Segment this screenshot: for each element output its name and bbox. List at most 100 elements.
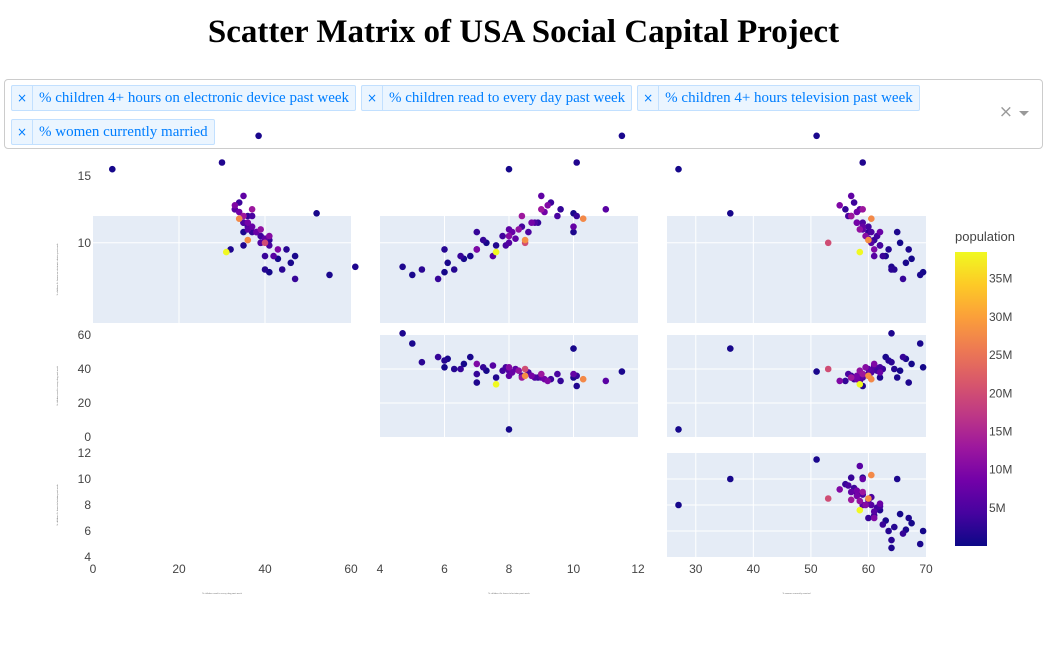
scatter-panel	[667, 132, 927, 323]
data-point	[836, 486, 843, 493]
colorbar	[955, 252, 987, 546]
data-point	[441, 246, 448, 253]
y-tick-label: 10	[78, 236, 92, 250]
data-point	[813, 368, 820, 375]
colorbar-tick-label: 5M	[989, 501, 1006, 515]
data-point	[538, 206, 545, 213]
data-point	[554, 212, 561, 220]
data-point	[908, 360, 915, 368]
data-point	[434, 275, 442, 283]
data-point	[278, 266, 286, 273]
data-point	[399, 330, 406, 337]
y-tick-label: 8	[84, 498, 91, 512]
data-point	[409, 271, 416, 279]
data-point	[899, 530, 907, 537]
data-point	[218, 159, 226, 166]
y-tick-label: 12	[78, 446, 92, 460]
data-point	[876, 500, 884, 508]
x-axis-title: % women currently married	[783, 592, 812, 595]
y-axis-title: % children 4+ hours television past week	[56, 483, 59, 525]
data-point	[836, 202, 843, 209]
tag-read-to-every-day: × % children read to every day past week	[361, 85, 633, 111]
y-tick-label: 20	[78, 396, 92, 410]
data-point	[908, 255, 915, 263]
tag-television: × % children 4+ hours television past we…	[637, 85, 920, 111]
y-tick-label: 0	[84, 430, 91, 444]
data-point	[240, 192, 247, 200]
scatter-panel	[93, 132, 359, 323]
data-point	[450, 365, 458, 373]
data-point	[525, 228, 532, 236]
data-point	[853, 487, 861, 495]
dropdown-arrow-icon[interactable]	[1019, 111, 1029, 116]
x-tick-label: 30	[689, 562, 703, 576]
data-point	[326, 271, 333, 279]
tag-electronic-device: × % children 4+ hours on electronic devi…	[11, 85, 357, 111]
data-point	[847, 488, 855, 496]
data-point	[870, 514, 878, 522]
data-point	[579, 375, 587, 383]
data-point	[916, 271, 924, 279]
tag-label: % children 4+ hours on electronic device…	[39, 89, 350, 106]
selected-tags: × % children 4+ hours on electronic devi…	[11, 85, 991, 153]
x-tick-label: 40	[747, 562, 761, 576]
data-point	[515, 367, 522, 375]
data-point	[916, 540, 924, 548]
data-point	[618, 132, 626, 140]
remove-icon[interactable]: ×	[12, 120, 33, 144]
data-point	[865, 223, 872, 230]
data-point	[836, 377, 843, 385]
colorbar-tick-label: 25M	[989, 348, 1012, 362]
data-point	[893, 475, 901, 483]
data-point	[457, 365, 464, 373]
data-point	[896, 367, 904, 375]
data-point	[868, 471, 875, 479]
data-point	[865, 495, 872, 502]
tag-label: % children read to every day past week	[389, 89, 626, 106]
data-point	[521, 236, 529, 244]
remove-icon[interactable]: ×	[638, 86, 660, 110]
tag-label: % children 4+ hours television past week	[665, 89, 913, 106]
panel-background	[667, 335, 926, 437]
data-point	[868, 228, 875, 236]
data-point	[727, 210, 734, 217]
data-point	[255, 132, 262, 140]
remove-icon[interactable]: ×	[12, 86, 33, 110]
data-point	[865, 236, 872, 244]
data-point	[905, 379, 912, 386]
data-point	[856, 497, 864, 505]
data-point	[287, 259, 295, 267]
data-point	[862, 501, 869, 509]
data-point	[876, 228, 884, 236]
data-point	[538, 370, 545, 378]
data-point	[291, 275, 299, 283]
y-tick-label: 10	[78, 472, 92, 486]
data-point	[505, 165, 513, 173]
y-tick-label: 60	[78, 328, 92, 342]
data-point	[521, 365, 529, 373]
x-tick-label: 8	[506, 562, 513, 576]
data-point	[727, 345, 734, 352]
remove-icon[interactable]: ×	[362, 86, 384, 110]
clear-all-icon[interactable]: ×	[998, 102, 1013, 122]
data-point	[409, 340, 416, 347]
data-point	[505, 232, 513, 240]
data-point	[853, 219, 861, 226]
data-point	[905, 514, 912, 522]
x-axis-title: % children read to every day past week	[202, 592, 243, 595]
x-tick-label: 6	[441, 562, 448, 576]
data-point	[856, 506, 864, 514]
data-point	[618, 368, 626, 375]
colorbar-title: population	[955, 229, 1015, 244]
data-point	[460, 360, 468, 368]
colorbar-tick-label: 10M	[989, 463, 1012, 477]
data-point	[908, 519, 915, 527]
data-point	[528, 372, 535, 380]
data-point	[885, 527, 892, 535]
data-point	[845, 482, 852, 489]
data-point	[235, 208, 243, 216]
data-point	[544, 202, 551, 209]
data-point	[508, 369, 516, 376]
column-multiselect[interactable]: × % children 4+ hours on electronic devi…	[4, 79, 1043, 149]
